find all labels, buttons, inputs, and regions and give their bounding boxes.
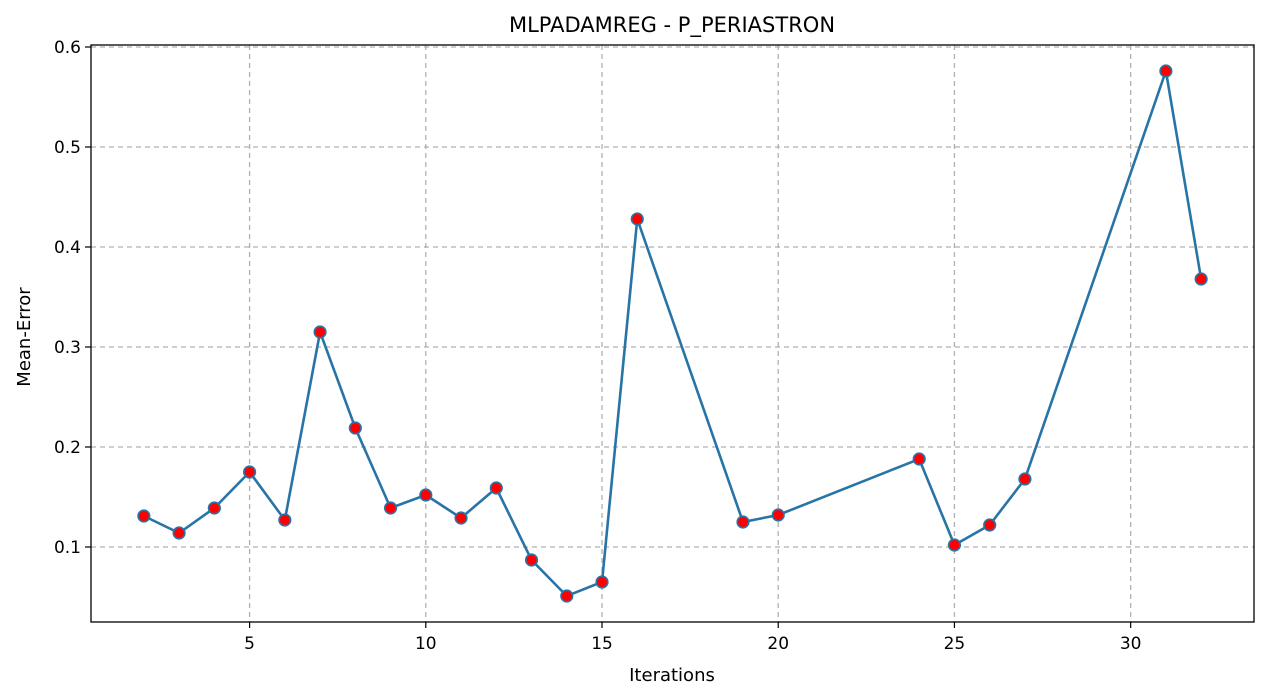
data-point xyxy=(454,511,468,525)
data-point xyxy=(348,421,362,435)
data-point xyxy=(207,501,221,515)
data-point xyxy=(137,509,151,523)
data-point xyxy=(419,488,433,502)
y-axis-ticks: 0.1 0.2 0.3 0.4 0.5 0.6 xyxy=(54,38,91,558)
gridlines xyxy=(91,45,1254,622)
chart-title: MLPADAMREG - P_PERIASTRON xyxy=(509,13,835,38)
y-tick-label: 0.2 xyxy=(54,438,81,458)
data-point xyxy=(1159,64,1173,78)
data-point xyxy=(172,526,186,540)
x-tick-label: 5 xyxy=(244,634,255,654)
y-tick-label: 0.5 xyxy=(54,138,81,158)
data-point xyxy=(983,518,997,532)
x-tick-label: 15 xyxy=(591,634,613,654)
series-line xyxy=(143,70,1203,598)
data-point xyxy=(383,501,398,515)
y-tick-label: 0.1 xyxy=(54,538,81,558)
y-axis-label: Mean-Error xyxy=(14,287,35,387)
y-tick-label: 0.6 xyxy=(54,38,81,58)
y-tick-label: 0.3 xyxy=(54,338,81,358)
data-point xyxy=(278,513,292,527)
x-axis-label: Iterations xyxy=(629,665,715,686)
x-tick-label: 30 xyxy=(1120,634,1142,654)
data-point xyxy=(630,212,644,226)
plot-area-frame xyxy=(90,44,1255,623)
data-point xyxy=(524,553,539,567)
data-point xyxy=(947,538,962,552)
data-point xyxy=(1194,272,1208,286)
data-point xyxy=(736,515,750,529)
y-tick-label: 0.4 xyxy=(54,238,81,258)
data-point xyxy=(912,452,926,466)
x-tick-label: 20 xyxy=(767,634,789,654)
data-point xyxy=(242,465,257,479)
x-tick-label: 25 xyxy=(944,634,966,654)
series-markers xyxy=(137,64,1208,603)
x-axis-ticks: 5 10 15 20 25 30 xyxy=(244,622,1141,654)
data-point xyxy=(595,575,609,589)
data-point xyxy=(489,481,503,495)
data-point xyxy=(560,589,574,603)
data-point xyxy=(313,325,327,339)
x-tick-label: 10 xyxy=(415,634,437,654)
data-point xyxy=(771,508,785,522)
data-point xyxy=(1018,472,1032,486)
